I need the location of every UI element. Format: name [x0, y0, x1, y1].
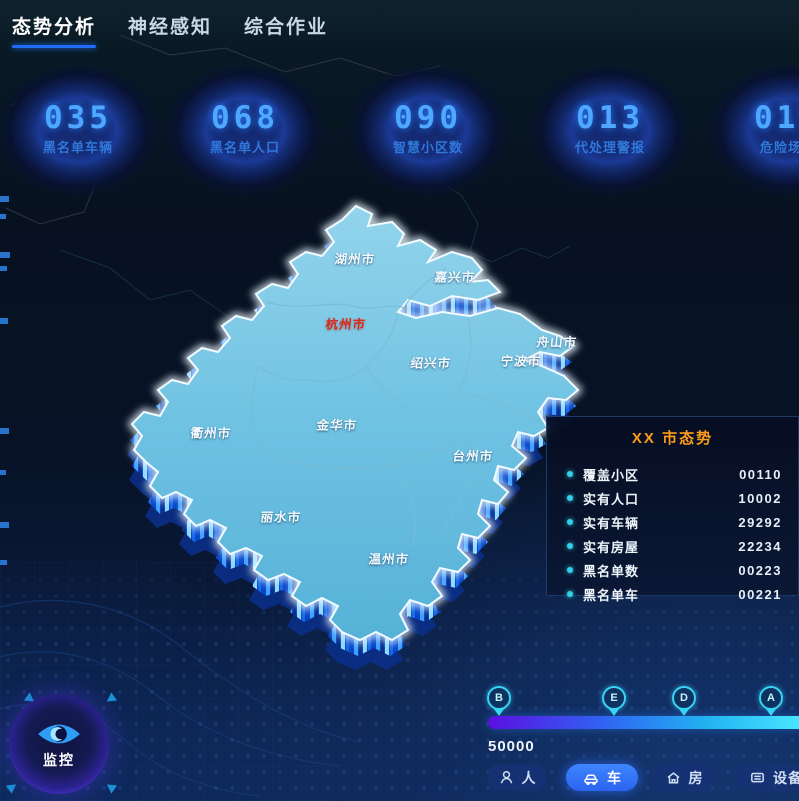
- stat-pending-alarms: 013 代处理警报: [525, 60, 695, 200]
- bullet-icon: [567, 471, 573, 477]
- city-situation-panel: XX 市态势 覆盖小区 00110 实有人口 10002 实有车辆 29292 …: [546, 416, 799, 603]
- monitor-button[interactable]: 监控: [9, 694, 109, 794]
- city-label-hangzhou[interactable]: 杭州市: [324, 317, 367, 332]
- range-slider-bar[interactable]: [488, 716, 799, 729]
- slider-pin-d[interactable]: D: [672, 686, 696, 716]
- panel-row-actual-vehicles: 实有车辆 29292: [547, 510, 798, 534]
- city-label-jinhua[interactable]: 金华市: [315, 418, 358, 433]
- stat-value: 090: [394, 100, 462, 136]
- stat-value: 068: [211, 100, 279, 136]
- bullet-icon: [567, 495, 573, 501]
- slider-pin-e[interactable]: E: [602, 686, 626, 716]
- eye-icon: [38, 724, 80, 744]
- bullet-icon: [567, 519, 573, 525]
- city-label-zhoushan[interactable]: 舟山市: [535, 335, 578, 350]
- device-icon: [751, 772, 764, 783]
- city-label-quzhou[interactable]: 衢州市: [189, 426, 232, 441]
- active-tab-underline: [12, 45, 97, 48]
- filter-house-button[interactable]: 房: [651, 764, 717, 791]
- slider-value: 50000: [488, 738, 535, 755]
- stat-smart-communities: 090 智慧小区数: [343, 60, 513, 200]
- city-label-lishui[interactable]: 丽水市: [259, 510, 302, 525]
- stat-label: 黑名单人口: [209, 140, 280, 155]
- tab-integrated-operations[interactable]: 综合作业: [244, 12, 328, 54]
- tab-neural-perception[interactable]: 神经感知: [128, 12, 212, 54]
- stat-label: 危险场所: [759, 140, 799, 155]
- city-label-huzhou[interactable]: 湖州市: [333, 252, 376, 267]
- filter-vehicle-button[interactable]: 车: [566, 764, 638, 791]
- slider-pin-b[interactable]: B: [487, 686, 511, 716]
- tab-situation-analysis[interactable]: 态势分析: [12, 12, 97, 54]
- panel-row-actual-houses: 实有房屋 22234: [547, 534, 798, 558]
- stat-blacklist-vehicles: 035 黑名单车辆: [0, 60, 163, 200]
- bullet-icon: [567, 591, 573, 597]
- stat-label: 代处理警报: [574, 140, 645, 155]
- bullet-icon: [567, 543, 573, 549]
- city-label-shaoxing[interactable]: 绍兴市: [409, 356, 452, 371]
- panel-title: XX 市态势: [631, 430, 714, 447]
- filter-device-button[interactable]: 设备: [736, 764, 799, 791]
- bullet-icon: [567, 567, 573, 573]
- panel-row-blacklist-vehicles: 黑名单车 00221: [547, 582, 798, 606]
- tab-label: 神经感知: [128, 17, 213, 38]
- stat-label: 智慧小区数: [392, 140, 463, 155]
- stat-blacklist-population: 068 黑名单人口: [160, 60, 330, 200]
- panel-row-covered-communities: 覆盖小区 00110: [547, 462, 798, 486]
- monitor-label: 监控: [43, 752, 75, 768]
- tab-label: 态势分析: [12, 17, 97, 38]
- person-icon: [500, 770, 512, 784]
- car-icon: [584, 774, 598, 785]
- city-label-jiaxing[interactable]: 嘉兴市: [433, 270, 476, 285]
- panel-rows: 覆盖小区 00110 实有人口 10002 实有车辆 29292 实有房屋 22…: [547, 462, 798, 606]
- panel-row-blacklist-count: 黑名单数 00223: [547, 558, 798, 582]
- stat-label: 黑名单车辆: [42, 140, 113, 155]
- top-nav: 态势分析 神经感知 综合作业: [0, 0, 799, 50]
- district-boundaries: [251, 267, 543, 547]
- panel-row-actual-population: 实有人口 10002: [547, 486, 798, 510]
- house-icon: [667, 772, 679, 784]
- filter-person-button[interactable]: 人: [487, 764, 547, 791]
- stat-value: 035: [44, 100, 112, 136]
- city-label-wenzhou[interactable]: 温州市: [367, 552, 410, 567]
- tab-label: 综合作业: [244, 17, 329, 38]
- city-label-taizhou[interactable]: 台州市: [451, 449, 494, 464]
- stat-value: 019: [754, 100, 799, 136]
- city-label-ningbo[interactable]: 宁波市: [499, 354, 542, 369]
- slider-pin-a[interactable]: A: [759, 686, 783, 716]
- stat-value: 013: [576, 100, 644, 136]
